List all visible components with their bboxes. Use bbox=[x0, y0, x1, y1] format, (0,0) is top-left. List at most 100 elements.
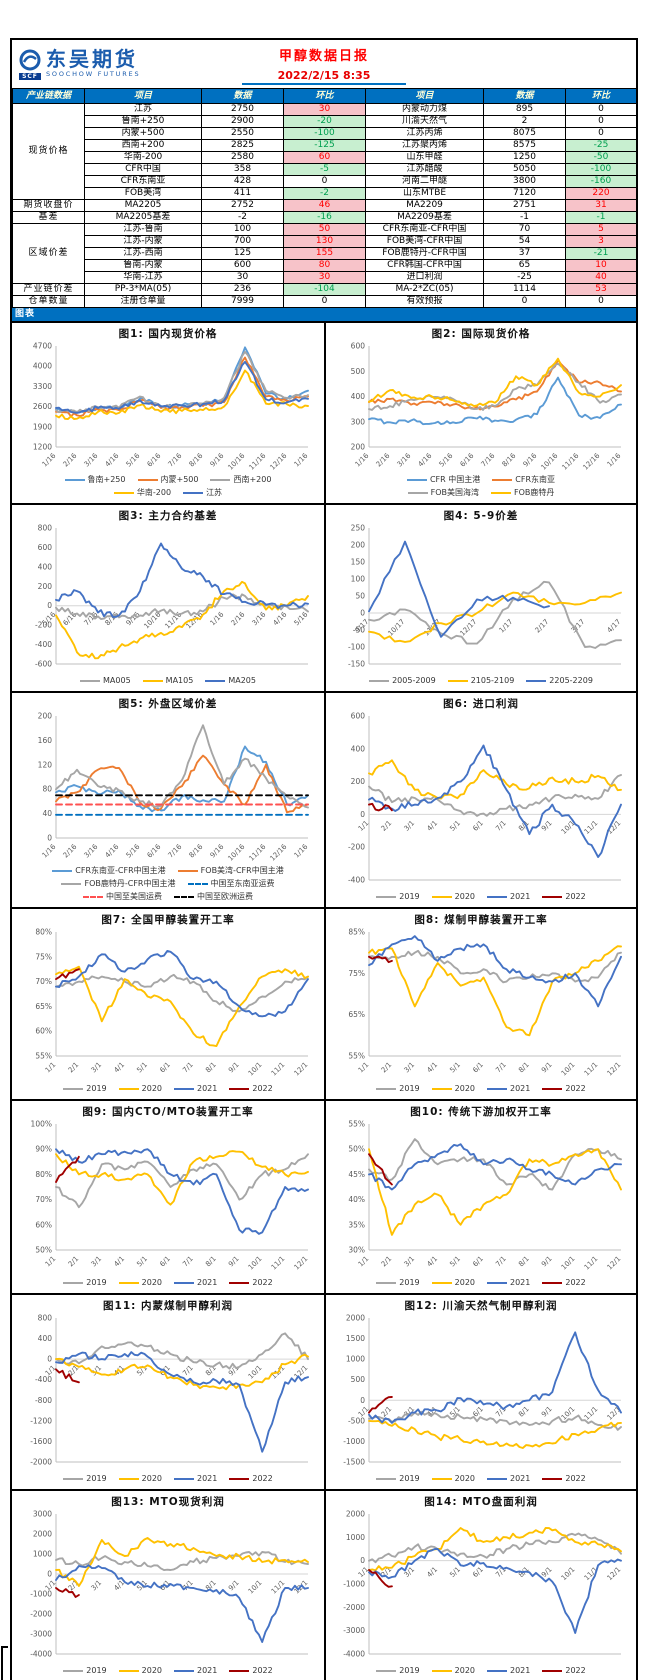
svg-text:2/16: 2/16 bbox=[375, 451, 392, 468]
legend-item: 2019 bbox=[376, 1278, 420, 1287]
legend-label: 2019 bbox=[399, 1666, 420, 1675]
svg-text:7/16: 7/16 bbox=[167, 842, 184, 859]
table-header-row: 产业链数据 项目 数据 环比 项目 数据 环比 bbox=[12, 88, 637, 104]
cell-value: 411 bbox=[201, 187, 284, 200]
svg-text:7/1: 7/1 bbox=[181, 1255, 195, 1269]
svg-text:-600: -600 bbox=[35, 660, 52, 669]
chart-legend: 2019 2020 2021 2022 bbox=[63, 1664, 273, 1677]
svg-text:10/1: 10/1 bbox=[247, 1061, 264, 1078]
svg-text:70%: 70% bbox=[35, 1195, 52, 1204]
chart-title: 图10: 传统下游加权开工率 bbox=[410, 1106, 552, 1118]
legend-label: FOB美国海湾 bbox=[430, 488, 479, 497]
series-line-FOB美湾-CFR中国主港 bbox=[55, 754, 309, 814]
svg-text:2/1: 2/1 bbox=[380, 1061, 394, 1075]
svg-text:5/16: 5/16 bbox=[125, 451, 142, 468]
cell-value: -25 bbox=[483, 271, 566, 284]
legend-swatch bbox=[492, 478, 513, 481]
legend-item: CFR 中国主港 bbox=[406, 474, 480, 485]
svg-text:55%: 55% bbox=[348, 1120, 365, 1129]
legend-label: 2021 bbox=[510, 1474, 531, 1483]
svg-text:12/16: 12/16 bbox=[268, 842, 288, 862]
series-line-2022 bbox=[368, 955, 393, 964]
cell-item: FOB鹿特丹-CFR中国 bbox=[365, 247, 484, 260]
legend-label: 2021 bbox=[197, 1084, 218, 1093]
svg-text:200: 200 bbox=[351, 541, 366, 550]
svg-text:400: 400 bbox=[351, 744, 366, 753]
svg-text:-1000: -1000 bbox=[343, 1580, 365, 1589]
legend-item: 2020 bbox=[118, 1474, 162, 1483]
svg-text:11/1: 11/1 bbox=[270, 1255, 287, 1272]
chart-legend: 鲁南+250 内蒙+500 西南+200 华南-200 江苏 bbox=[64, 473, 271, 499]
svg-text:11/1: 11/1 bbox=[270, 1061, 287, 1078]
logo-icon-wrap: SCF bbox=[18, 48, 42, 80]
legend-item: 江苏 bbox=[183, 487, 222, 498]
svg-text:3/16: 3/16 bbox=[83, 451, 100, 468]
svg-text:1500: 1500 bbox=[346, 1334, 365, 1343]
svg-text:-400: -400 bbox=[35, 640, 52, 649]
series-line-2105-2109 bbox=[368, 591, 622, 643]
chart-row: 图3: 主力合约基差 -600 -400 -200 0 200 400 600 800 5/16 6… bbox=[12, 503, 636, 691]
cell-value: 7999 bbox=[201, 295, 284, 308]
series-line-2022 bbox=[368, 1569, 393, 1588]
cell-change: 3 bbox=[565, 235, 637, 248]
series-line-2021 bbox=[55, 1148, 309, 1235]
legend-item: 中国至欧洲运费 bbox=[173, 891, 253, 902]
svg-text:4/16: 4/16 bbox=[272, 610, 289, 627]
svg-text:2000: 2000 bbox=[346, 1510, 365, 1519]
svg-text:250: 250 bbox=[351, 524, 366, 533]
legend-item: 2022 bbox=[229, 1666, 273, 1675]
svg-text:0: 0 bbox=[47, 601, 52, 610]
svg-text:-1000: -1000 bbox=[343, 1437, 365, 1446]
svg-text:5/16: 5/16 bbox=[438, 451, 455, 468]
svg-text:9/16: 9/16 bbox=[125, 610, 142, 627]
svg-text:2/16: 2/16 bbox=[62, 842, 79, 859]
legend-swatch bbox=[431, 1669, 452, 1672]
cell-value: 8575 bbox=[483, 139, 566, 152]
svg-text:6/16: 6/16 bbox=[459, 451, 476, 468]
svg-text:10/1: 10/1 bbox=[560, 1255, 577, 1272]
svg-text:9/1: 9/1 bbox=[227, 1255, 241, 1269]
cell-value: 125 bbox=[201, 247, 284, 260]
series-line-2021 bbox=[55, 1351, 309, 1453]
legend-row: FOB鹿特丹-CFR中国主港 中国至东南亚运费 bbox=[61, 877, 275, 890]
legend-label: 2020 bbox=[454, 1474, 475, 1483]
series-line-2021 bbox=[368, 935, 622, 1008]
svg-text:-1500: -1500 bbox=[343, 1458, 365, 1467]
svg-text:40%: 40% bbox=[348, 1195, 365, 1204]
svg-text:90%: 90% bbox=[35, 1145, 52, 1154]
series-line-内蒙+500 bbox=[55, 356, 309, 418]
legend-row: 2019 2020 2021 2022 bbox=[63, 1472, 273, 1485]
legend-swatch bbox=[174, 1477, 194, 1480]
legend-swatch bbox=[447, 679, 468, 682]
row-group-label: 现货价格 bbox=[12, 103, 85, 200]
data-table-body: 现货价格 江苏 2750 30 内蒙动力煤 895 0 鲁南+250 2900 -20 川渝天然气 2… bbox=[12, 103, 637, 308]
series-line-2022 bbox=[368, 1153, 393, 1186]
chart-12: 图12: 川渝天然气制甲醇利润 -1500 -1000 -500 0 500 1000 150… bbox=[324, 1295, 636, 1489]
cell-item: 有效预报 bbox=[365, 295, 484, 308]
legend-label: 2020 bbox=[141, 1474, 162, 1483]
svg-text:11/16: 11/16 bbox=[247, 451, 267, 471]
svg-text:5/1: 5/1 bbox=[448, 1061, 462, 1075]
legend-swatch bbox=[174, 1281, 194, 1284]
svg-text:-2000: -2000 bbox=[30, 1458, 52, 1467]
legend-swatch bbox=[490, 491, 511, 494]
logo-text-block: 东吴期货 SOOCHOW FUTURES bbox=[46, 48, 140, 78]
svg-text:65%: 65% bbox=[35, 1002, 52, 1011]
legend-item: CFR东南亚-CFR中国主港 bbox=[52, 865, 166, 876]
legend-item: 2021 bbox=[487, 1666, 530, 1675]
cell-value: 2550 bbox=[201, 127, 284, 140]
legend-item: 2021 bbox=[487, 1084, 530, 1093]
cell-change: 60 bbox=[283, 151, 366, 164]
svg-text:4/17: 4/17 bbox=[606, 618, 623, 635]
cell-change: 50 bbox=[283, 223, 366, 236]
chart-title: 图6: 进口利润 bbox=[443, 698, 519, 710]
cell-item: 江苏-内蒙 bbox=[84, 235, 202, 248]
legend-label: CFR东南亚-CFR中国主港 bbox=[75, 866, 166, 875]
svg-text:10/1: 10/1 bbox=[560, 1565, 577, 1582]
legend-swatch bbox=[187, 882, 208, 885]
svg-text:50%: 50% bbox=[35, 1246, 52, 1255]
logo-company-name: 东吴期货 bbox=[46, 47, 138, 71]
cell-item: 江苏-鲁南 bbox=[84, 223, 202, 236]
svg-text:0: 0 bbox=[360, 1396, 365, 1405]
svg-text:9/1: 9/1 bbox=[540, 1405, 554, 1419]
